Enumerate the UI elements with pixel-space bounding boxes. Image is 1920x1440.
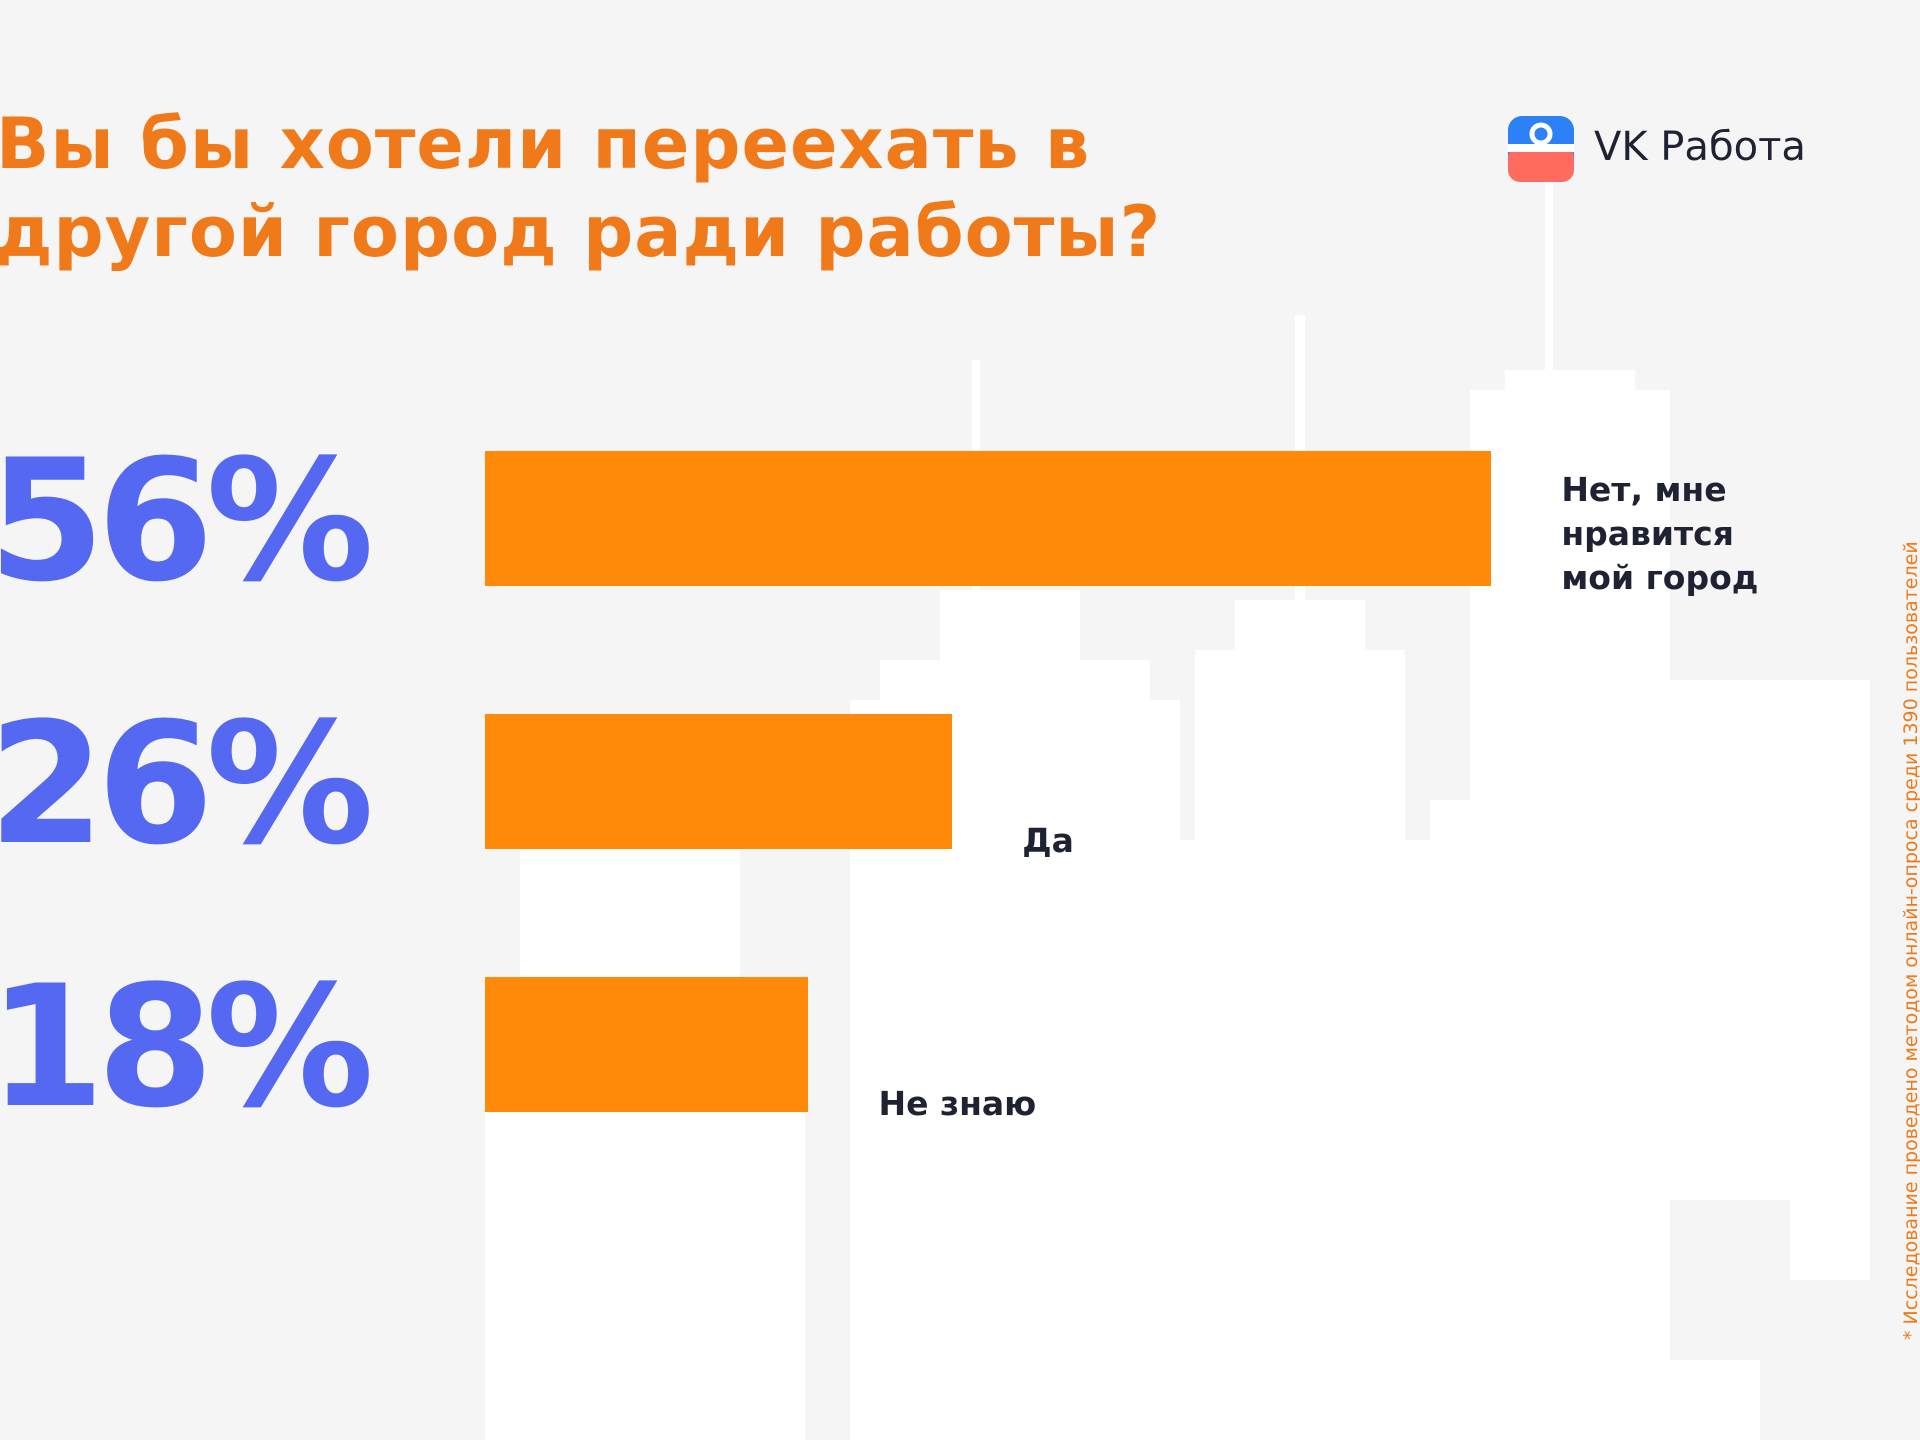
bar xyxy=(485,714,953,849)
category-label: Да xyxy=(1022,821,1074,860)
chart-title: Вы бы хотели переехать в другой город ра… xyxy=(0,103,1162,273)
category-label: Нет, мне нравится мой город xyxy=(1561,470,1759,597)
brand-name: VK Работа xyxy=(1594,124,1806,170)
value-label: 18% xyxy=(0,949,374,1145)
bar xyxy=(485,977,809,1112)
footnote: * Исследование проведено методом онлайн-… xyxy=(1900,541,1920,1340)
brand-logo xyxy=(1508,116,1574,182)
value-label: 26% xyxy=(0,686,374,882)
category-label: Не знаю xyxy=(878,1084,1037,1123)
value-label: 56% xyxy=(0,423,374,619)
bar xyxy=(485,451,1492,586)
